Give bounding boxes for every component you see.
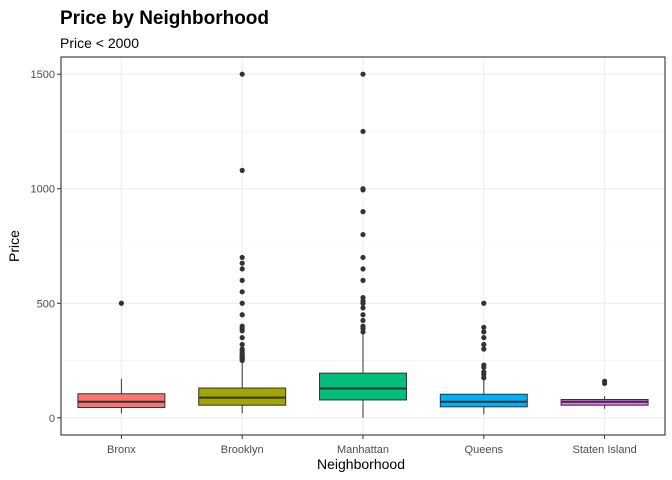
iqr-box [77,393,166,409]
y-axis-title: Price [6,230,22,262]
iqr-box [319,372,407,401]
iqr-box [439,393,528,408]
outlier-point [239,312,245,318]
outlier-point [360,209,366,215]
box-bronx [77,300,166,414]
outlier-point [481,300,487,306]
outlier-point [239,277,245,283]
outlier-point [360,254,366,261]
x-tick-label: Staten Island [572,444,636,456]
y-tick-label: 0 [49,413,55,425]
outlier-point [239,335,245,341]
outlier-point [481,324,487,330]
axes: 0 500 1000 1500 Bronx Brooklyn Manhattan Queens… [31,69,637,456]
x-tick-label: Bronx [107,444,136,456]
outlier-point [239,254,245,261]
y-tick-label: 1500 [31,69,55,81]
chart-title: Price by Neighborhood [60,8,269,29]
x-tick-label: Manhattan [337,444,389,456]
outlier-point [360,305,366,311]
outlier-point [481,362,487,368]
outlier-point [481,341,487,348]
iqr-box [198,387,287,406]
outlier-point [239,266,245,272]
outlier-point [239,341,245,348]
outlier-point [360,277,366,283]
outlier-point [239,346,245,352]
outlier-point [360,266,366,272]
x-tick-label: Queens [465,444,504,456]
outlier-point [481,329,487,335]
outlier-point [239,71,245,77]
outlier-point [239,289,245,295]
outlier-point [481,369,487,375]
outlier-point [239,300,245,306]
outlier-point [360,231,366,238]
boxes [77,71,649,418]
y-tick-label: 1000 [31,184,55,196]
outlier-point [118,300,124,306]
y-tick-label: 500 [37,298,55,310]
outlier-point [481,335,487,341]
outlier-point [360,317,366,324]
chart-subtitle: Price < 2000 [60,35,139,51]
x-tick-label: Brooklyn [221,444,264,456]
outlier-point [481,346,487,352]
outlier-point [360,186,366,192]
outlier-point [360,128,366,135]
outlier-point [602,378,608,384]
outlier-point [360,323,366,329]
outlier-point [360,71,366,77]
outlier-point [239,260,245,266]
outlier-point [360,294,366,301]
outlier-point [239,323,245,329]
box-brooklyn [198,71,287,414]
outlier-point [239,167,245,173]
x-axis-title: Neighborhood [317,456,405,472]
outlier-point [360,312,366,318]
box-queens [439,300,528,415]
box-staten-island [560,378,649,409]
box-manhattan [319,71,407,418]
